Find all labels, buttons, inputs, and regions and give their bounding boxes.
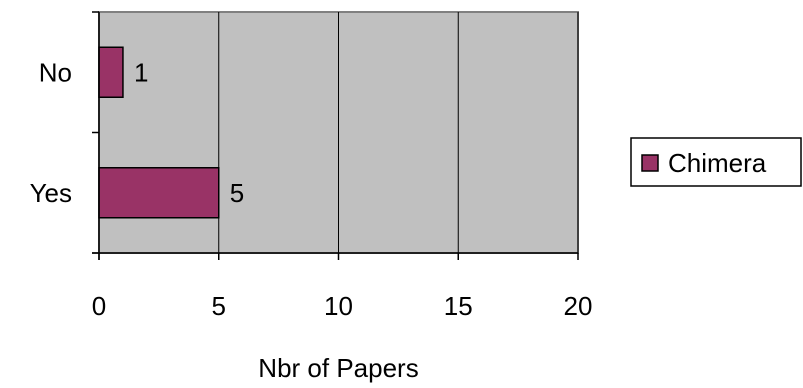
data-labels: 15 (134, 57, 244, 208)
x-tick-label-10: 10 (324, 291, 353, 321)
category-label-no: No (39, 57, 72, 87)
legend-label-chimera: Chimera (668, 148, 767, 178)
x-tick-label-20: 20 (564, 291, 593, 321)
legend-swatch-chimera (641, 154, 659, 172)
axes (92, 11, 579, 260)
x-tick-label-0: 0 (92, 291, 106, 321)
x-tick-labels: 0 5 10 15 20 (92, 291, 593, 321)
bar-yes (98, 167, 220, 219)
x-axis-title: Nbr of Papers (258, 353, 418, 383)
x-tick-label-5: 5 (212, 291, 226, 321)
bars (98, 46, 220, 219)
legend-box (630, 137, 802, 187)
x-tick-label-15: 15 (444, 291, 473, 321)
legend: Chimera (630, 137, 802, 187)
data-label-yes: 5 (230, 178, 244, 208)
category-labels: No Yes (30, 57, 72, 208)
data-label-no: 1 (134, 57, 148, 87)
bar-no (98, 46, 124, 98)
category-label-yes: Yes (30, 178, 72, 208)
